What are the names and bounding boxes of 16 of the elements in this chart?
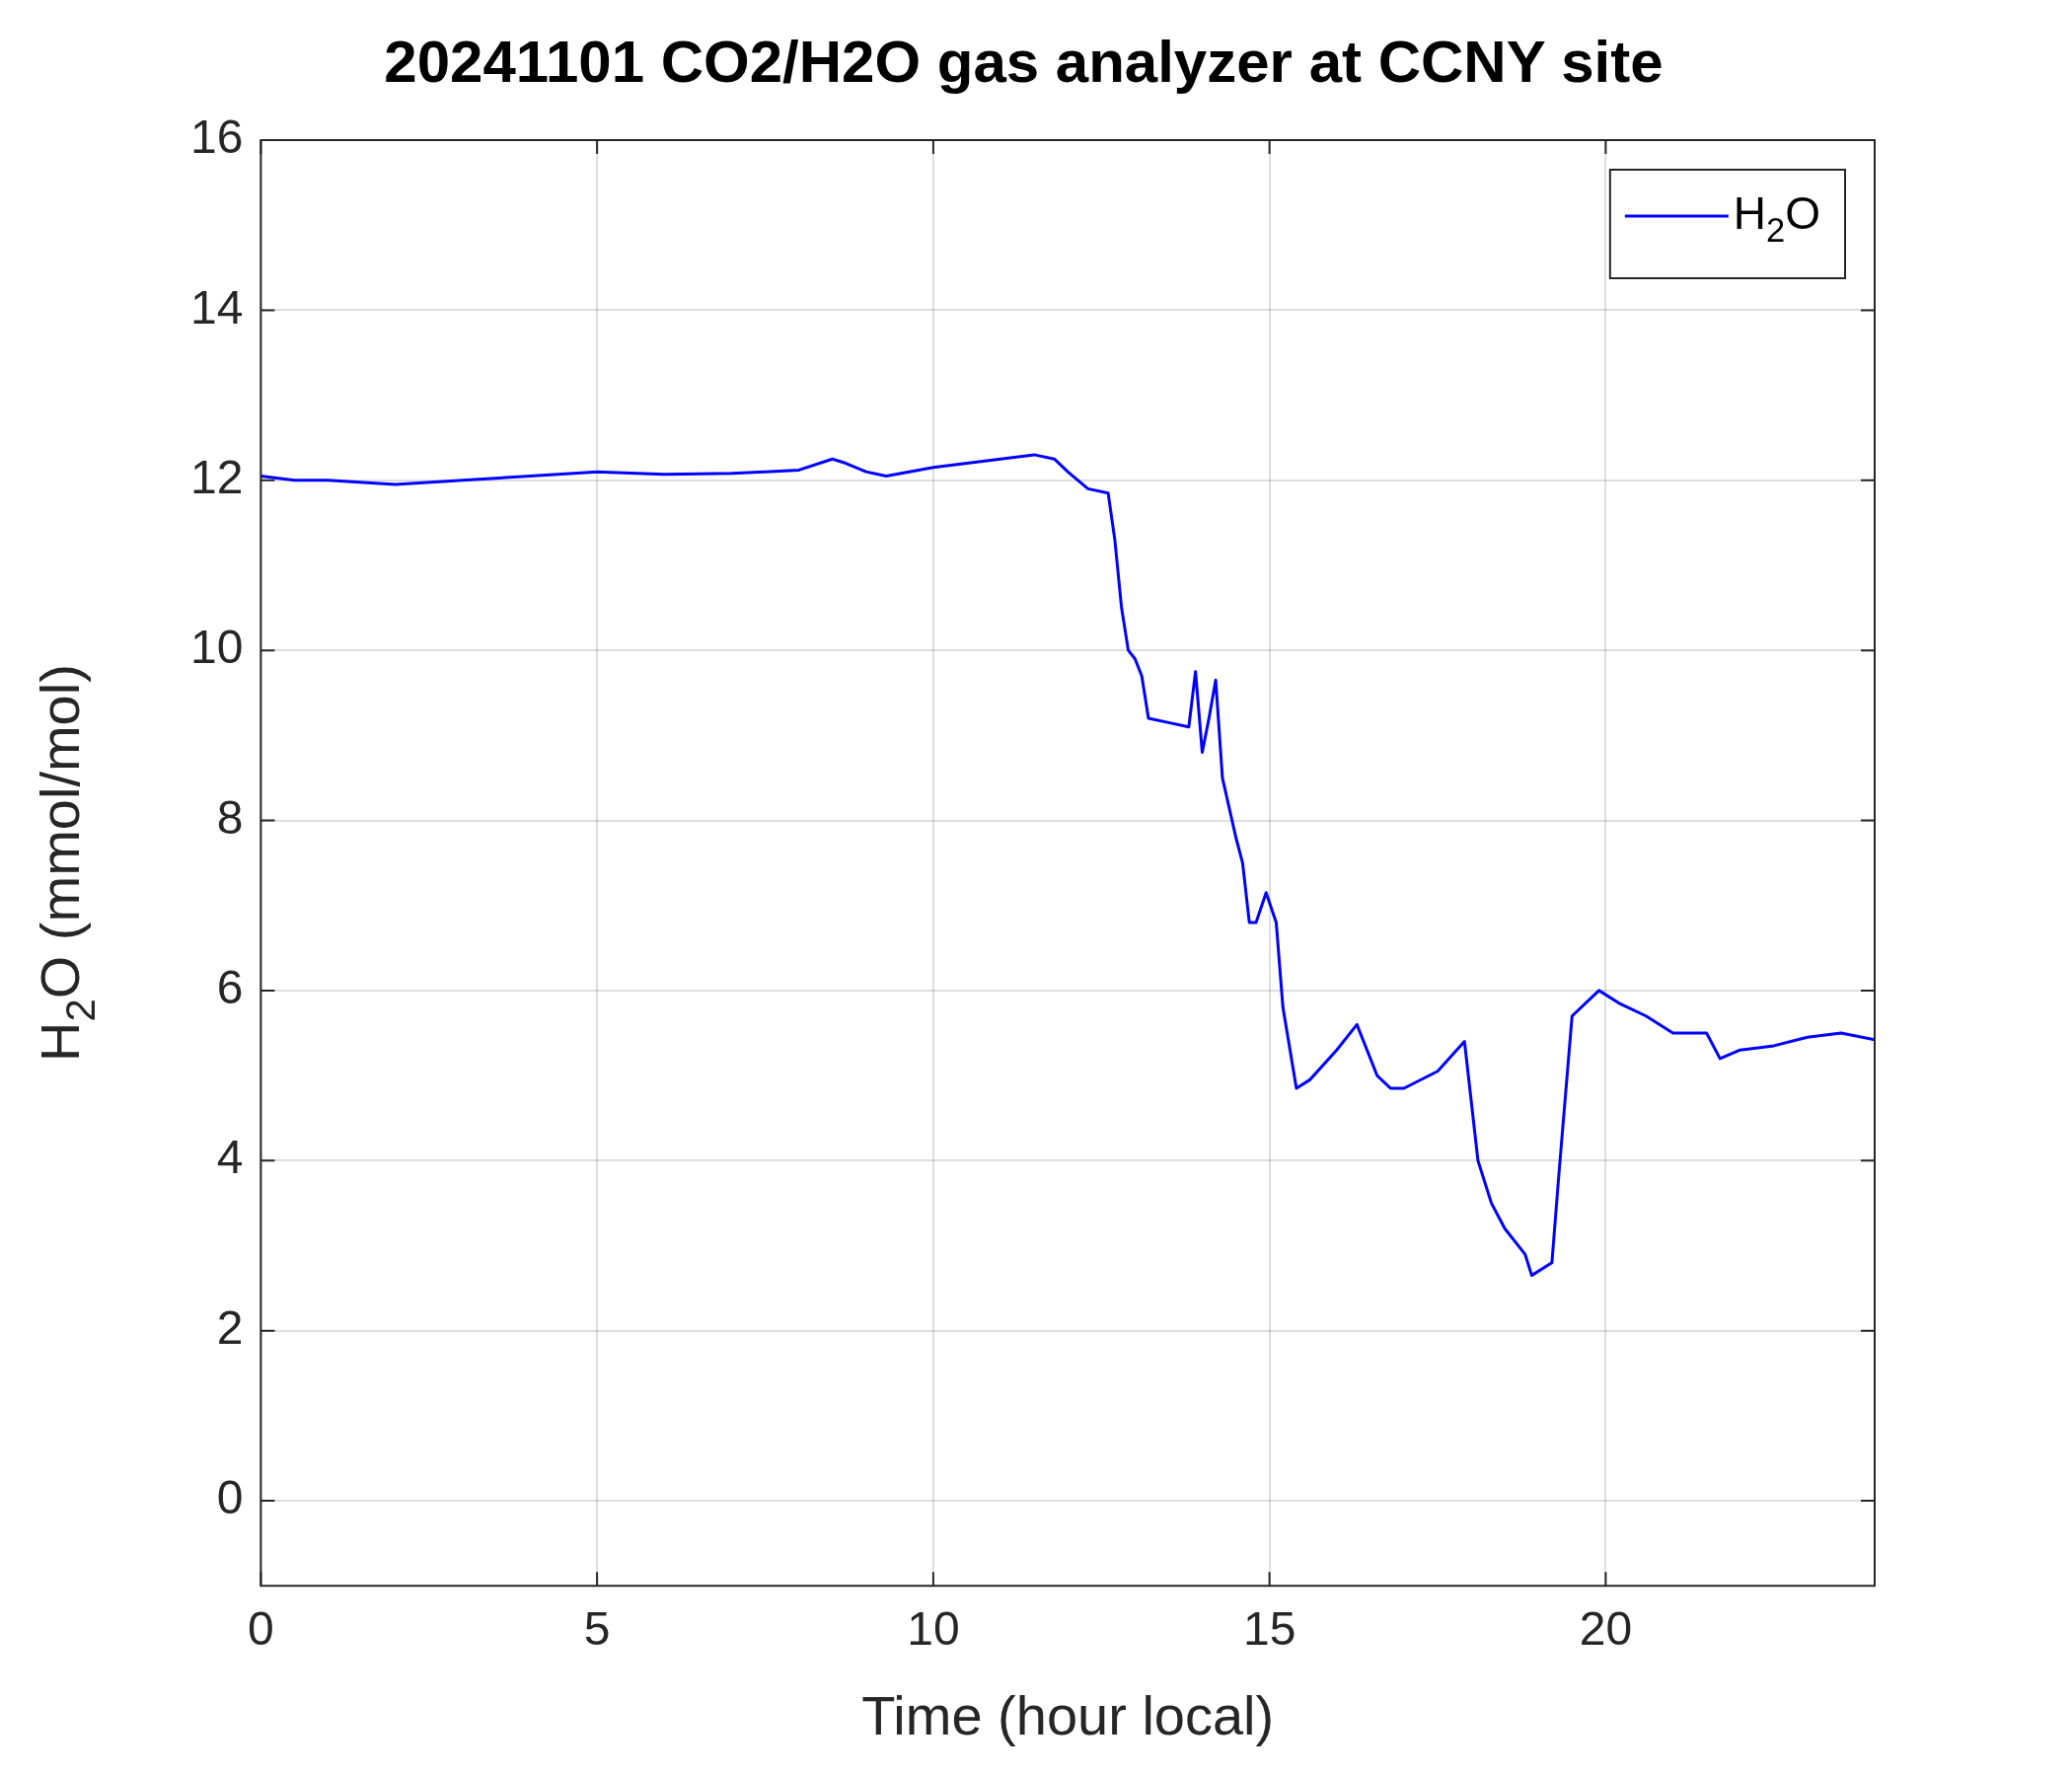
y-tick-label: 6 [216, 961, 244, 1014]
y-tick-label: 12 [190, 450, 244, 503]
y-tick-label: 10 [190, 621, 244, 674]
y-tick-label: 2 [216, 1300, 244, 1354]
x-axis-title: Time (hour local) [861, 1683, 1275, 1746]
y-tick-label: 14 [190, 280, 244, 333]
x-tick-label: 20 [1579, 1602, 1633, 1656]
x-tick-label: 15 [1242, 1602, 1296, 1656]
chart-title: 20241101 CO2/H2O gas analyzer at CCNY site [384, 28, 1664, 95]
y-tick-label: 4 [216, 1131, 244, 1184]
y-tick-label: 8 [216, 790, 244, 844]
x-tick-label: 5 [583, 1602, 611, 1656]
x-tick-label: 10 [907, 1602, 960, 1656]
y-tick-label: 0 [216, 1471, 244, 1524]
y-axis-title: H2O (mmol/mol) [28, 664, 104, 1063]
y-tick-label: 16 [190, 111, 244, 164]
